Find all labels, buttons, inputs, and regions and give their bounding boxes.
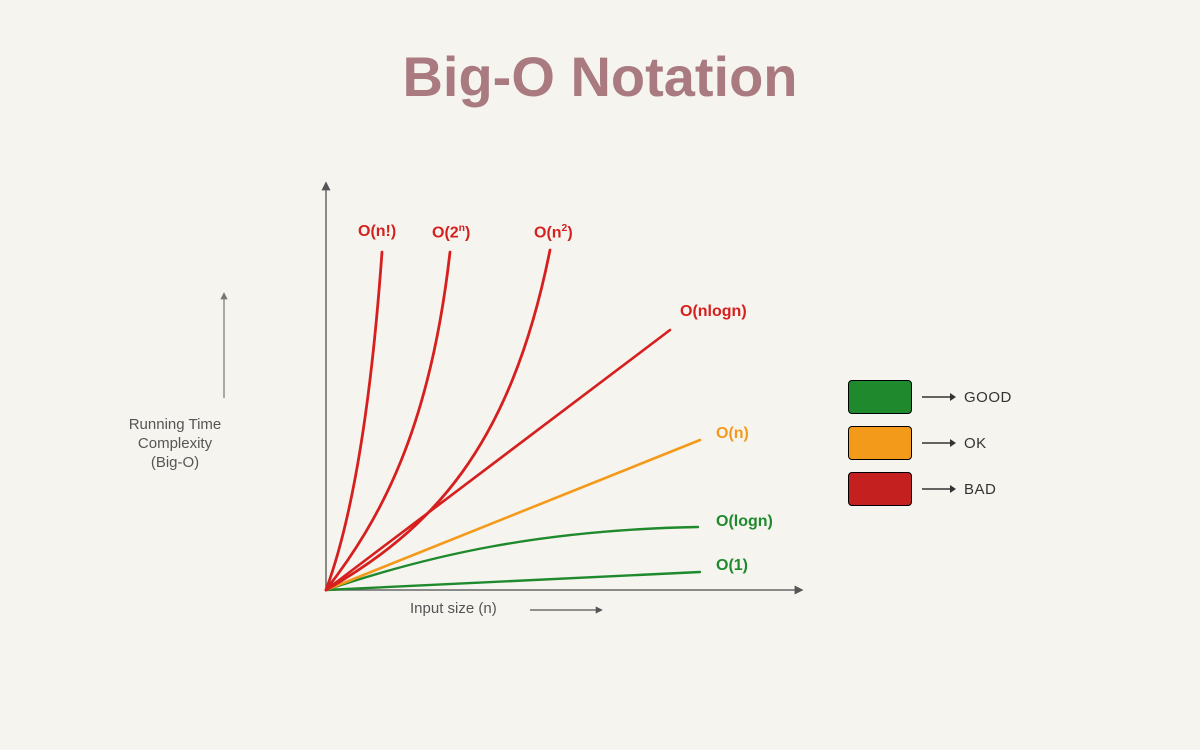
arrow-right-icon xyxy=(922,484,956,494)
legend-label: BAD xyxy=(964,481,996,498)
x-axis-label: Input size (n) xyxy=(410,600,497,619)
legend-row-ok: OK xyxy=(848,426,1012,460)
y-axis-label: Running TimeComplexity(Big-O) xyxy=(110,416,240,472)
curve-onlogn xyxy=(326,330,670,590)
legend-swatch xyxy=(848,380,912,414)
curve-o1 xyxy=(326,572,700,590)
curve-on2 xyxy=(326,250,550,590)
legend: GOOD OK BAD xyxy=(848,380,1012,518)
legend-label: GOOD xyxy=(964,389,1012,406)
page-title: Big-O Notation xyxy=(0,46,1200,108)
curve-label-on2: O(n2) xyxy=(534,223,573,242)
curve-label-ologn: O(logn) xyxy=(716,513,773,531)
legend-swatch xyxy=(848,426,912,460)
curve-label-onfact: O(n!) xyxy=(358,223,396,241)
curve-label-on: O(n) xyxy=(716,425,749,443)
curve-label-o2n: O(2n) xyxy=(432,223,470,242)
curve-label-onlogn: O(nlogn) xyxy=(680,303,747,321)
bigo-chart xyxy=(0,0,1200,750)
chart-axes xyxy=(224,185,800,610)
curve-label-o1: O(1) xyxy=(716,557,748,575)
legend-swatch xyxy=(848,472,912,506)
curve-o2n xyxy=(326,252,450,590)
legend-row-bad: BAD xyxy=(848,472,1012,506)
arrow-right-icon xyxy=(922,438,956,448)
curve-on xyxy=(326,440,700,590)
arrow-right-icon xyxy=(922,392,956,402)
legend-label: OK xyxy=(964,435,987,452)
chart-curves xyxy=(326,250,700,590)
curve-onfact xyxy=(326,252,382,590)
legend-row-good: GOOD xyxy=(848,380,1012,414)
